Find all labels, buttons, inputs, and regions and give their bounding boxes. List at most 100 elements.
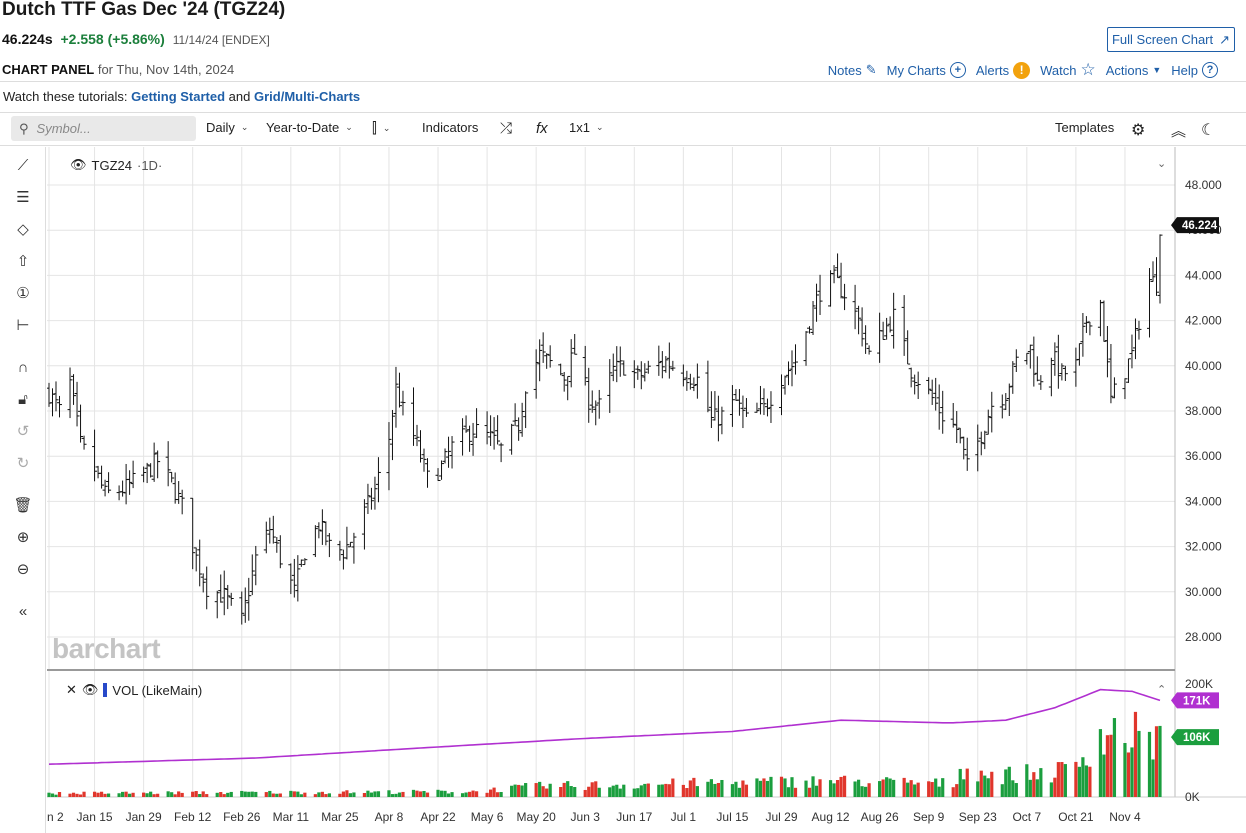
volume-bar bbox=[1074, 761, 1078, 797]
eye-icon[interactable]: 👁︎ bbox=[70, 157, 87, 172]
top-links: Notes ✎ My Charts + Alerts! Watch ☆ Actions… bbox=[828, 60, 1218, 80]
symbol-search-input[interactable]: ⚲ Symbol... bbox=[11, 116, 196, 141]
volume-bar bbox=[50, 793, 55, 797]
grid-layout-select[interactable]: 1x1 ⌄ bbox=[569, 120, 604, 135]
quote-line: 46.224s +2.558 (+5.86%) 11/14/24 [ENDEX] bbox=[2, 31, 270, 47]
dark-mode-toggle[interactable]: ☾ bbox=[1201, 120, 1215, 140]
actions-menu[interactable]: Actions ▼ bbox=[1106, 63, 1162, 78]
volume-bar bbox=[1077, 766, 1081, 797]
measure-tool[interactable]: ⊢ bbox=[10, 312, 36, 338]
volume-bar bbox=[983, 775, 987, 797]
alerts-link[interactable]: Alerts! bbox=[975, 61, 1031, 79]
bar-type-select[interactable]: ⫿ ⌄ bbox=[372, 120, 390, 137]
volume-bar bbox=[734, 781, 738, 797]
volume-bar bbox=[275, 793, 279, 797]
x-tick-label: Apr 8 bbox=[375, 810, 404, 824]
close-icon[interactable]: ✕ bbox=[66, 682, 77, 697]
getting-started-link[interactable]: Getting Started bbox=[131, 89, 226, 104]
volume-bar bbox=[632, 788, 636, 797]
undo-button[interactable]: ↺ bbox=[10, 418, 36, 444]
redo-button[interactable]: ↻ bbox=[10, 450, 36, 476]
volume-bar bbox=[545, 788, 549, 797]
volume-bar bbox=[75, 793, 79, 797]
lock-tool[interactable]: 🔓︎ bbox=[10, 386, 36, 412]
indicators-button[interactable]: Indicators bbox=[422, 120, 478, 135]
help-link[interactable]: Help? bbox=[1171, 62, 1218, 78]
annotation-tool[interactable]: ① bbox=[10, 280, 36, 306]
y-tick-label: 36.000 bbox=[1185, 449, 1222, 463]
interval-select[interactable]: Daily ⌄ bbox=[206, 120, 248, 135]
volume-bar bbox=[397, 792, 402, 797]
volume-bar bbox=[590, 782, 594, 797]
volume-bar bbox=[951, 787, 955, 797]
range-select[interactable]: Year-to-Date ⌄ bbox=[266, 120, 353, 135]
search-icon: ⚲ bbox=[19, 120, 29, 136]
collapse-toolbar-button[interactable]: « bbox=[10, 598, 36, 624]
price-change: +2.558 (+5.86%) bbox=[60, 31, 165, 47]
grid-multi-charts-link[interactable]: Grid/Multi-Charts bbox=[254, 89, 361, 104]
shape-tool[interactable]: ◇ bbox=[10, 216, 36, 242]
volume-bar bbox=[418, 791, 423, 797]
collapse-button[interactable]: ︽ bbox=[1171, 120, 1186, 141]
eye-icon[interactable]: 👁︎ bbox=[81, 682, 99, 697]
price-tag-label: 46.224 bbox=[1182, 220, 1218, 232]
double-chevron-up-icon: ︽ bbox=[1171, 123, 1187, 140]
volume-bar bbox=[247, 791, 251, 797]
x-tick-label: Feb 26 bbox=[223, 810, 261, 824]
number-circle-icon: ① bbox=[16, 285, 30, 302]
x-tick-label: Aug 26 bbox=[861, 810, 899, 824]
volume-bar bbox=[618, 788, 622, 797]
volume-bar bbox=[744, 784, 749, 797]
notes-label: Notes bbox=[827, 62, 862, 78]
watch-link[interactable]: Watch ☆ bbox=[1040, 60, 1096, 80]
volume-bar bbox=[82, 791, 86, 797]
compare-button[interactable]: ⤮ bbox=[500, 120, 512, 137]
external-arrow-icon: ↗ bbox=[1219, 31, 1231, 47]
settings-button[interactable]: ⚙ bbox=[1131, 120, 1145, 140]
volume-bar bbox=[913, 784, 917, 797]
volume-bar bbox=[839, 776, 843, 797]
volume-bar bbox=[559, 787, 563, 797]
unlock-icon: 🔓︎ bbox=[18, 390, 28, 408]
magnet-tool[interactable]: ∩ bbox=[10, 354, 36, 380]
volume-bar bbox=[1133, 711, 1138, 797]
zoom-out-button[interactable]: ⊖ bbox=[10, 556, 36, 582]
full-screen-chart-button[interactable]: Full Screen Chart ↗ bbox=[1107, 27, 1235, 52]
magnet-icon: ∩ bbox=[17, 358, 29, 376]
help-label: Help bbox=[1171, 62, 1198, 78]
line-tool-icon: ⟋ bbox=[17, 156, 29, 174]
volume-bar bbox=[243, 791, 247, 797]
volume-bar bbox=[492, 787, 496, 797]
my-charts-link[interactable]: My Charts + bbox=[887, 62, 966, 78]
volume-bar bbox=[643, 783, 647, 797]
price-chart[interactable]: Jan 2 Jan 15 Jan 29 Feb 12 Feb 26 Mar 11 Mar 2… bbox=[47, 147, 1246, 833]
notes-link[interactable]: Notes ✎ bbox=[828, 62, 877, 78]
volume-avg-tag-label: 171K bbox=[1183, 695, 1211, 707]
trendline-tool[interactable]: ⟋ bbox=[10, 152, 36, 178]
functions-button[interactable]: fx bbox=[536, 120, 548, 137]
volume-bar bbox=[941, 778, 945, 797]
alerts-label: Alerts bbox=[975, 62, 1010, 78]
zoom-in-button[interactable]: ⊕ bbox=[10, 524, 36, 550]
volume-bar bbox=[1112, 718, 1117, 797]
pencil-icon: ✎ bbox=[865, 62, 877, 77]
volume-bar bbox=[636, 788, 640, 797]
full-screen-label: Full Screen Chart bbox=[1111, 32, 1214, 47]
x-tick-label: Jan 15 bbox=[77, 810, 113, 824]
templates-button[interactable]: Templates bbox=[1055, 120, 1114, 135]
x-tick-label: May 6 bbox=[471, 810, 504, 824]
fib-tool[interactable]: ☰ bbox=[10, 184, 36, 210]
volume-bar bbox=[909, 780, 913, 797]
volume-bar bbox=[1014, 783, 1018, 797]
pane-collapse-icon: ⌄ bbox=[1157, 158, 1166, 170]
arrow-tool[interactable]: ⇧ bbox=[10, 248, 36, 274]
volume-bar bbox=[709, 779, 713, 797]
volume-bar bbox=[548, 783, 552, 797]
volume-bar bbox=[730, 784, 735, 797]
volume-bar bbox=[958, 768, 962, 797]
chart-toolbar bbox=[0, 112, 1246, 146]
delete-button[interactable]: 🗑︎ bbox=[10, 492, 36, 518]
volume-bar bbox=[170, 792, 174, 797]
volume-bar bbox=[1025, 764, 1029, 797]
volume-bar bbox=[885, 777, 889, 797]
